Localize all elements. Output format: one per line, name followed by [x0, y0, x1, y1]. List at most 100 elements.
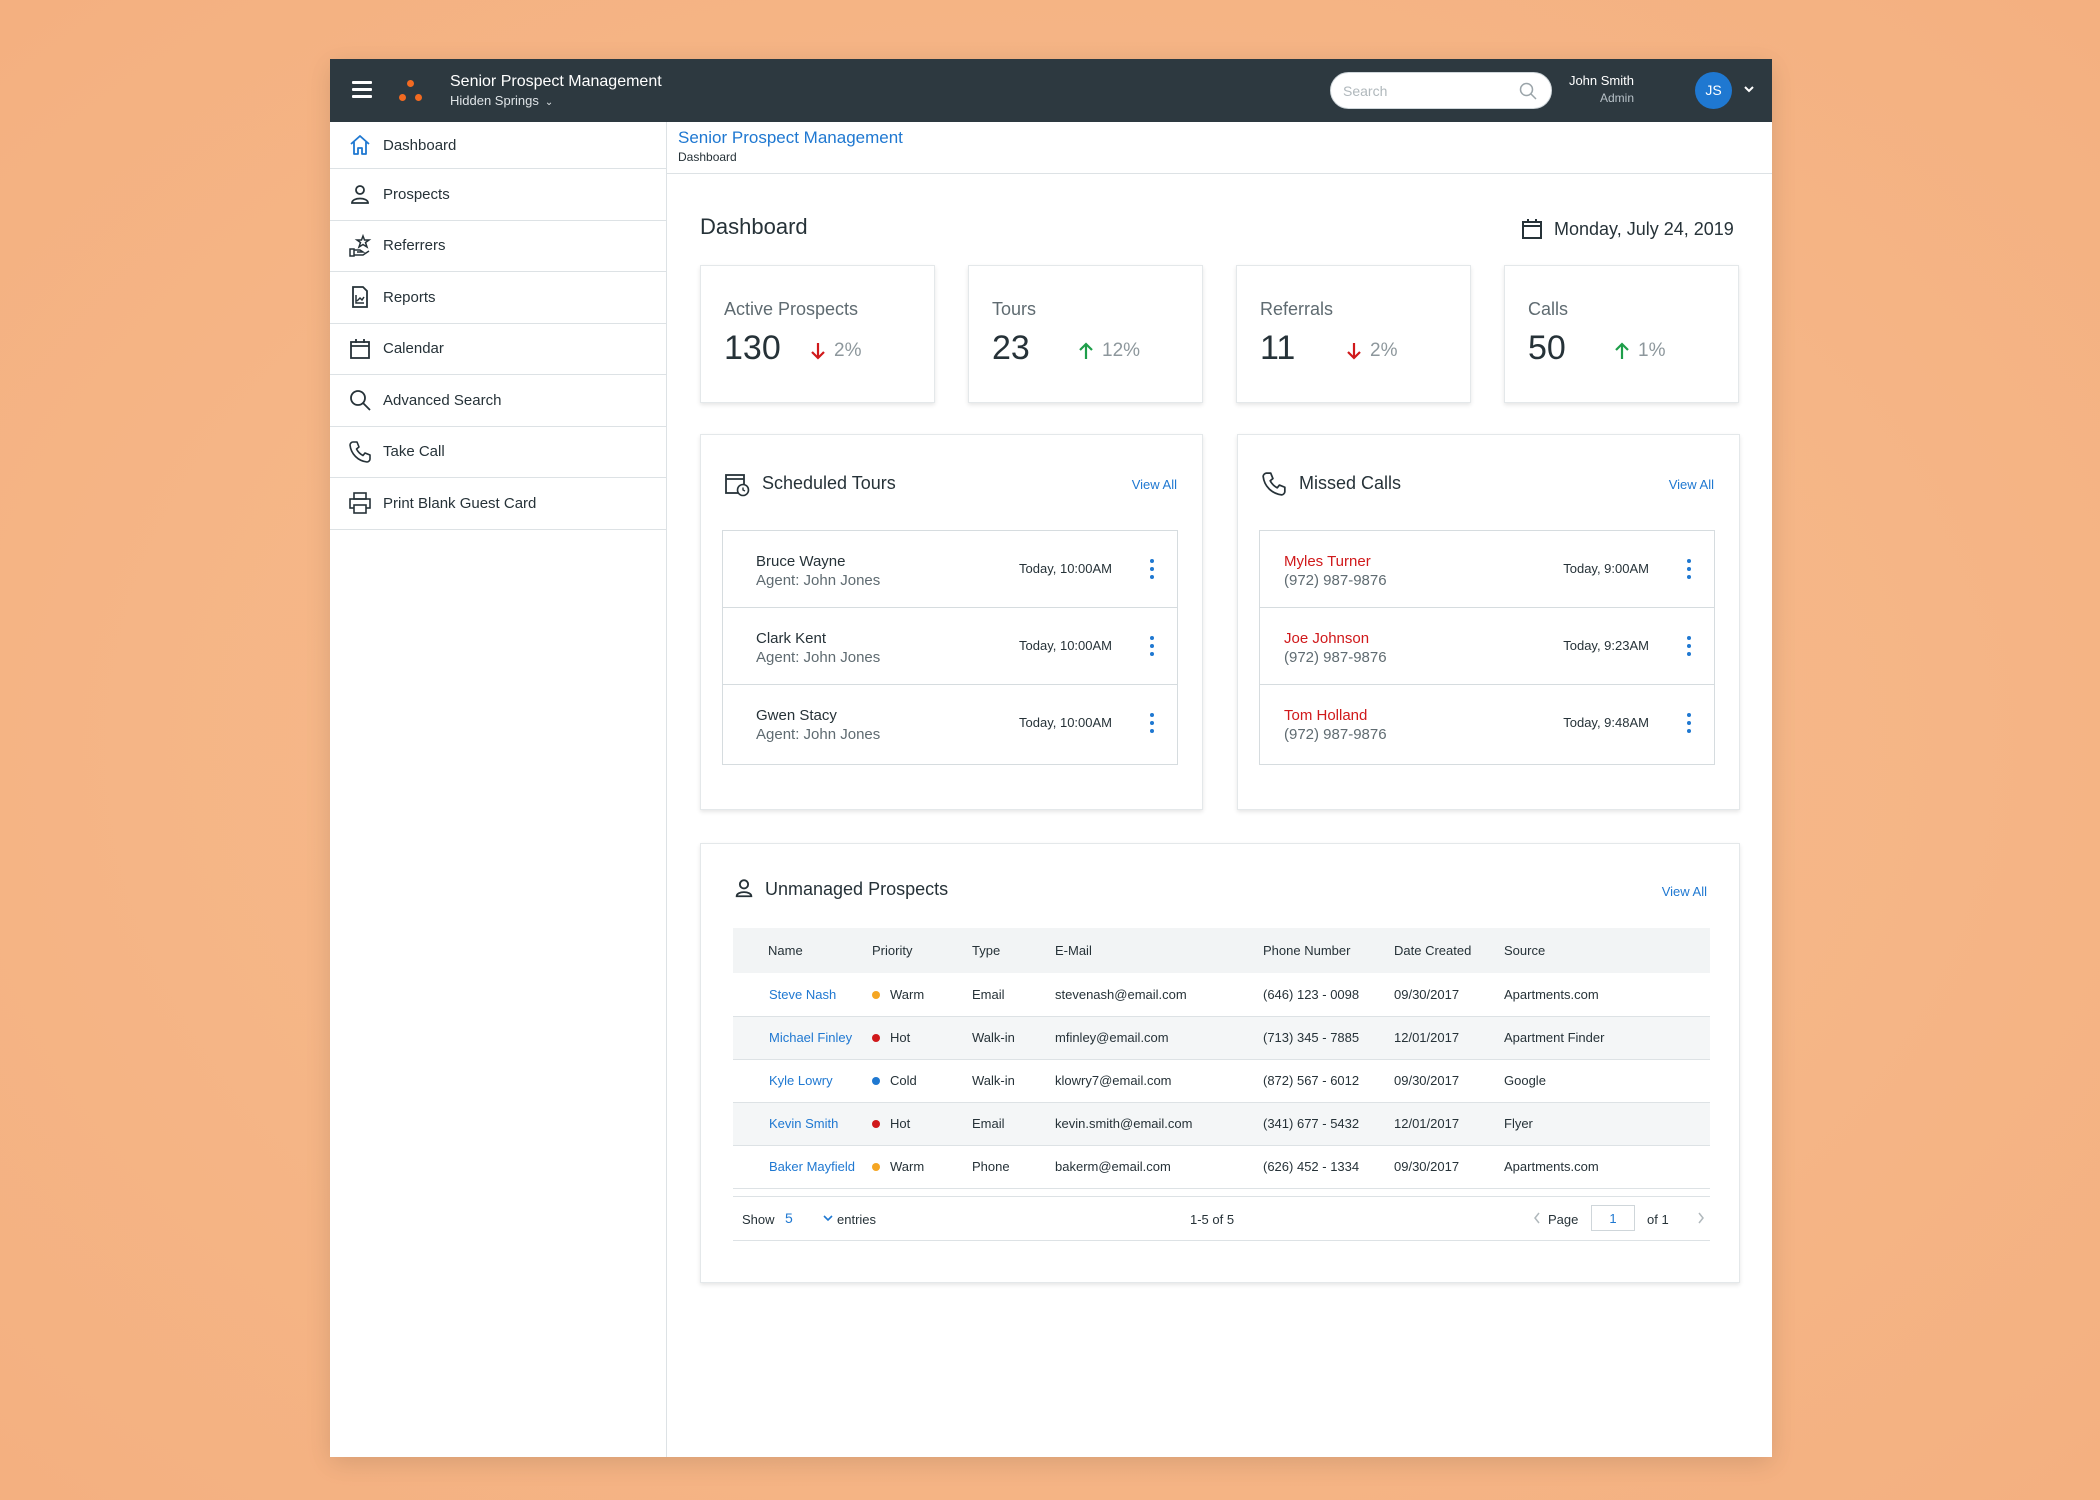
table-row[interactable]: Michael Finley Hot Walk-in mfinley@email… — [733, 1016, 1710, 1059]
priority: Warm — [890, 986, 925, 1002]
arrow-down-icon — [811, 343, 825, 360]
list-item[interactable]: Clark Kent Agent: John Jones Today, 10:0… — [723, 608, 1177, 685]
sidebar-item-label: Take Call — [383, 443, 445, 461]
chevron-down-icon — [823, 1215, 833, 1222]
column-header[interactable]: Phone Number — [1263, 943, 1351, 958]
caller-name[interactable]: Tom Holland — [1284, 707, 1368, 724]
community-selector[interactable]: Hidden Springs ⌄ — [450, 93, 553, 108]
column-header[interactable]: Type — [972, 943, 1001, 958]
current-date: Monday, July 24, 2019 — [1520, 217, 1734, 241]
sidebar-item-prospects[interactable]: Prospects — [330, 169, 666, 221]
sidebar-item-label: Prospects — [383, 185, 450, 203]
page-number-input[interactable] — [1591, 1205, 1635, 1231]
table-row[interactable]: Kyle Lowry Cold Walk-in klowry7@email.co… — [733, 1059, 1710, 1102]
column-header[interactable]: Source — [1504, 943, 1546, 958]
view-all-tours-link[interactable]: View All — [1131, 477, 1177, 492]
stat-label: Calls — [1528, 299, 1569, 319]
sidebar-item-label: Calendar — [383, 340, 444, 358]
more-options-icon[interactable] — [1686, 636, 1692, 658]
stat-trend: 12% — [1077, 340, 1140, 362]
call-time: Today, 9:00AM — [1563, 561, 1649, 576]
sidebar-item-referrers[interactable]: Referrers — [330, 221, 666, 272]
priority-dot — [872, 990, 880, 999]
date-created: 09/30/2017 — [1394, 1159, 1460, 1174]
list-item[interactable]: Tom Holland (972) 987-9876 Today, 9:48AM — [1260, 685, 1714, 762]
chevron-down-icon[interactable] — [1743, 83, 1755, 95]
search-icon[interactable] — [1519, 82, 1537, 100]
column-header[interactable]: E-Mail — [1055, 943, 1092, 958]
more-options-icon[interactable] — [1149, 559, 1155, 581]
chevron-left-icon[interactable] — [1532, 1211, 1542, 1225]
sidebar-item-calendar[interactable]: Calendar — [330, 324, 666, 375]
page-label: Page — [1548, 1212, 1579, 1227]
more-options-icon[interactable] — [1686, 559, 1692, 581]
call-time: Today, 9:48AM — [1563, 715, 1649, 730]
person-icon — [351, 185, 369, 205]
breadcrumb-current: Dashboard — [678, 150, 737, 164]
priority-dot — [872, 1163, 880, 1171]
entries-per-page-select[interactable]: 5 — [785, 1210, 833, 1228]
priority: Hot — [890, 1030, 911, 1045]
arrow-down-icon — [1347, 343, 1361, 360]
sidebar-item-label: Print Blank Guest Card — [383, 494, 537, 512]
tours-list: Bruce Wayne Agent: John Jones Today, 10:… — [722, 530, 1178, 765]
sidebar-item-advanced-search[interactable]: Advanced Search — [330, 375, 666, 427]
hand-star-icon — [349, 233, 372, 257]
view-all-prospects-link[interactable]: View All — [1661, 884, 1707, 899]
column-header[interactable]: Priority — [872, 943, 913, 958]
source: Apartments.com — [1504, 986, 1599, 1002]
list-item[interactable]: Joe Johnson (972) 987-9876 Today, 9:23AM — [1260, 608, 1714, 685]
stat-value: 130 — [724, 329, 781, 367]
more-options-icon[interactable] — [1686, 713, 1692, 735]
caller-name[interactable]: Myles Turner — [1284, 553, 1371, 570]
tour-time: Today, 10:00AM — [1019, 715, 1112, 730]
type: Phone — [972, 1159, 1010, 1174]
date-created: 09/30/2017 — [1394, 986, 1460, 1002]
panel-title: Missed Calls — [1299, 473, 1402, 493]
sidebar-item-print-guest-card[interactable]: Print Blank Guest Card — [330, 478, 666, 530]
table-row[interactable]: Baker Mayfield Warm Phone bakerm@email.c… — [733, 1145, 1710, 1188]
caller-name[interactable]: Joe Johnson — [1284, 630, 1370, 647]
prospect-name-link[interactable]: Baker Mayfield — [769, 1159, 855, 1174]
sidebar-item-reports[interactable]: Reports — [330, 272, 666, 324]
list-item[interactable]: Bruce Wayne Agent: John Jones Today, 10:… — [723, 531, 1177, 608]
stat-card-calls: Calls 50 1% — [1504, 265, 1739, 403]
app-window: Senior Prospect Management Hidden Spring… — [330, 59, 1772, 1457]
stat-trend: 2% — [1345, 340, 1397, 362]
column-header[interactable]: Name — [768, 943, 803, 958]
sidebar-item-take-call[interactable]: Take Call — [330, 427, 666, 478]
search-input[interactable] — [1343, 81, 1513, 101]
avatar[interactable]: JS — [1695, 72, 1732, 109]
table-row[interactable]: Steve Nash Warm Email stevenash@email.co… — [733, 973, 1710, 1016]
sidebar-item-dashboard[interactable]: Dashboard — [330, 122, 666, 169]
list-item[interactable]: Gwen Stacy Agent: John Jones Today, 10:0… — [723, 685, 1177, 762]
sidebar-item-label: Referrers — [383, 237, 446, 255]
prospect-name-link[interactable]: Kyle Lowry — [769, 1073, 833, 1088]
breadcrumb-root-link[interactable]: Senior Prospect Management — [678, 128, 903, 147]
stat-trend: 1% — [1613, 340, 1665, 362]
top-bar: Senior Prospect Management Hidden Spring… — [330, 59, 1772, 122]
date-text: Monday, July 24, 2019 — [1554, 218, 1734, 239]
prospect-name-link[interactable]: Steve Nash — [769, 986, 837, 1002]
phone: (626) 452 - 1334 — [1263, 1159, 1360, 1174]
email: mfinley@email.com — [1055, 1030, 1169, 1045]
prospect-name-link[interactable]: Michael Finley — [769, 1030, 853, 1045]
more-options-icon[interactable] — [1149, 713, 1155, 735]
menu-icon[interactable] — [352, 81, 372, 99]
app-title: Senior Prospect Management — [450, 73, 662, 90]
chevron-right-icon[interactable] — [1696, 1211, 1706, 1225]
sidebar: Dashboard Prospects Referrers Reports Ca… — [330, 122, 667, 1457]
view-all-calls-link[interactable]: View All — [1668, 477, 1714, 492]
column-header[interactable]: Date Created — [1394, 943, 1472, 958]
list-item[interactable]: Myles Turner (972) 987-9876 Today, 9:00A… — [1260, 531, 1714, 608]
entries-per-page-value: 5 — [785, 1210, 793, 1226]
stat-card-referrals: Referrals 11 2% — [1236, 265, 1471, 403]
panel-title: Scheduled Tours — [762, 473, 896, 493]
range-label: 1-5 of 5 — [1190, 1212, 1235, 1227]
more-options-icon[interactable] — [1149, 636, 1155, 658]
caller-phone: (972) 987-9876 — [1284, 726, 1387, 743]
table-row[interactable]: Kevin Smith Hot Email kevin.smith@email.… — [733, 1102, 1710, 1145]
prospect-name-link[interactable]: Kevin Smith — [769, 1116, 839, 1131]
page-total-label: of 1 — [1647, 1212, 1669, 1227]
search-icon — [350, 390, 371, 411]
